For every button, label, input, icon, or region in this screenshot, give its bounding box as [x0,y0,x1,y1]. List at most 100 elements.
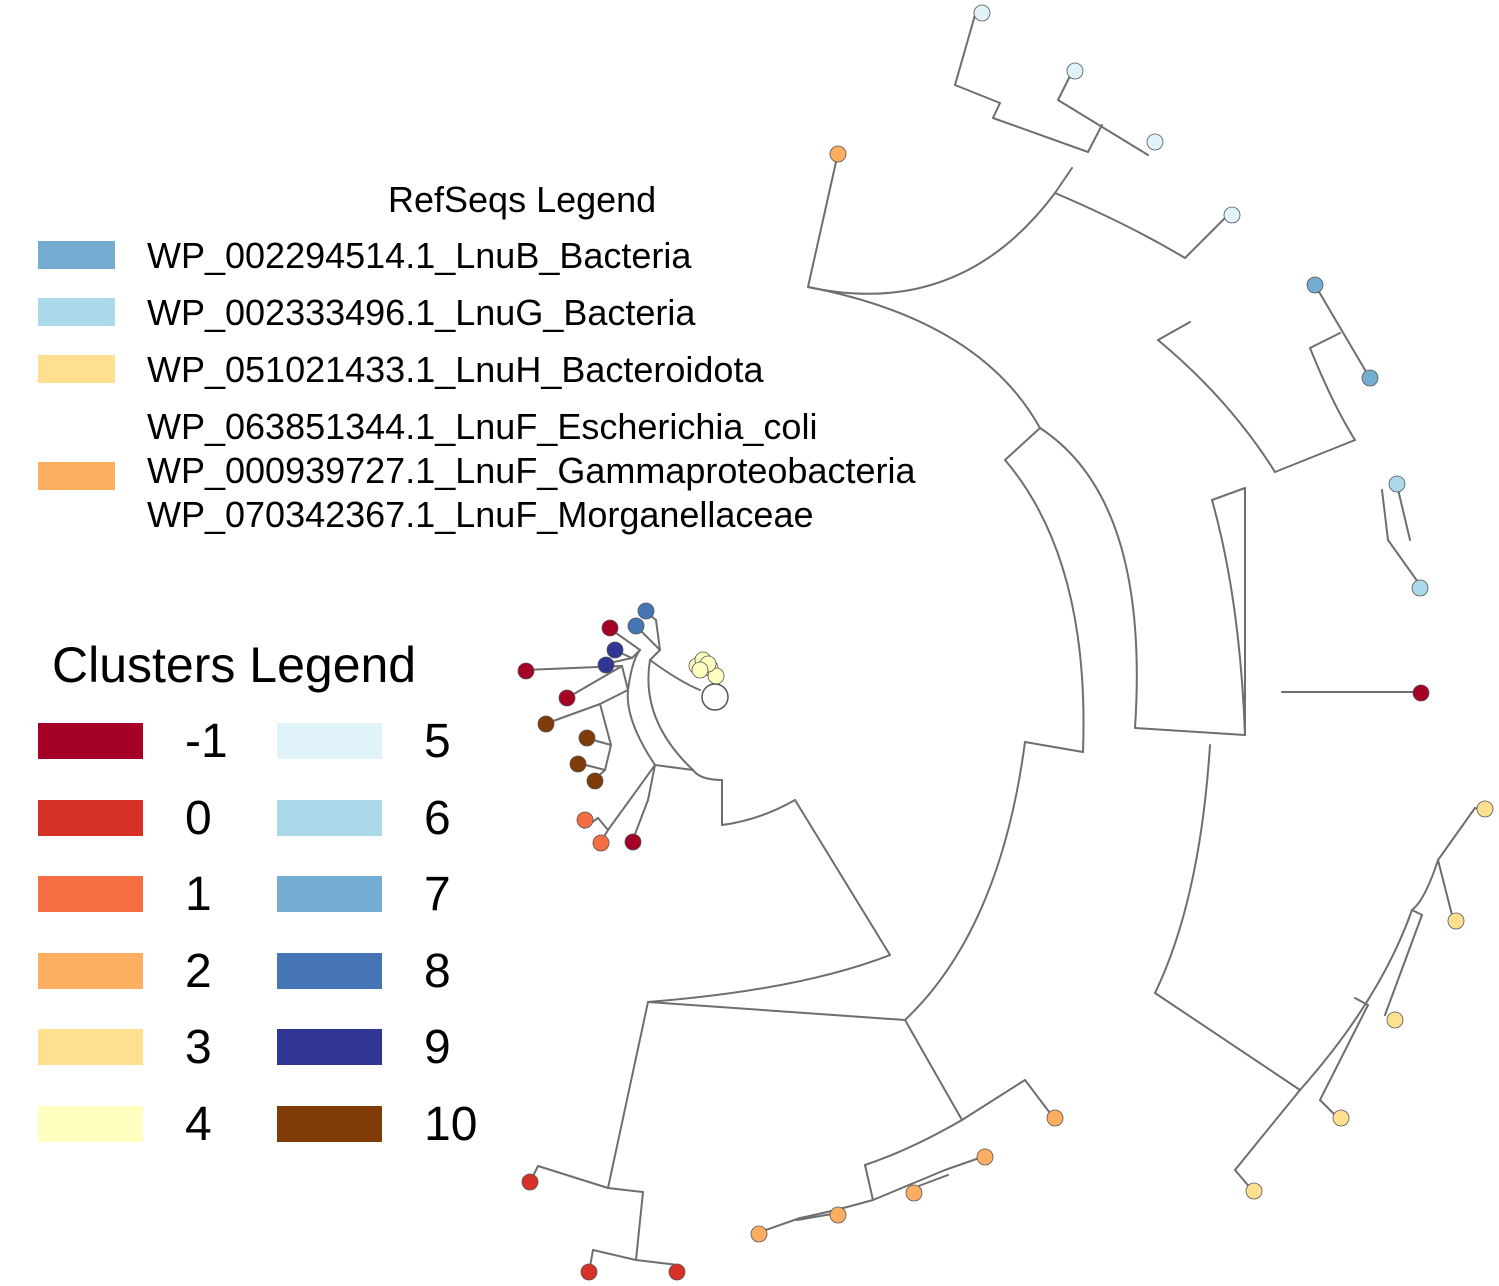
refseq-label-lnuf-ecoli: WP_063851344.1_LnuF_Escherichia_coli [147,406,818,447]
cluster-swatch-4 [38,1106,143,1142]
tree-branch [692,769,723,781]
refseq-label-lnuh: WP_051021433.1_LnuH_Bacteroidota [147,349,764,390]
tree-branch [1319,1004,1369,1101]
tree-branch [635,1191,644,1261]
cluster-swatch-1 [38,876,143,912]
tree-branch [1211,487,1246,501]
tree-tip-cluster-10 [578,729,596,747]
tree-tip-cluster-9 [597,656,615,674]
tree-branch [954,14,976,86]
tree-branch [544,703,601,725]
tree-tip-cluster-1 [576,811,594,829]
tree-branch [607,764,656,831]
tree-tip-cluster-0 [521,1173,539,1191]
tree-branch [904,1019,963,1121]
cluster-swatch-10 [277,1106,382,1142]
tree-branch [604,744,612,771]
tree-branch [566,665,623,699]
refseq-label-lnuf-gamma: WP_000939727.1_LnuF_Gammaproteobacteria [147,450,916,491]
tree-tip-cluster-neg1 [517,662,535,680]
cluster-swatch-2 [38,953,143,989]
tree-branch [1299,909,1413,1091]
tree-branch [1384,914,1423,1016]
tree-tip-cluster-2 [829,145,847,163]
cluster-swatch-0 [38,800,143,836]
tree-branch [1157,339,1276,473]
tree-tip-cluster-3 [1447,912,1465,930]
tree-branch [807,152,839,288]
cluster-label-3: 3 [185,1021,212,1074]
tree-branch [1024,741,1084,753]
tree-branch [1437,859,1453,916]
tree-branch [635,1259,679,1266]
tree-branch [1024,1079,1054,1118]
tree-tip-cluster-8 [637,602,655,620]
tree-branch [631,649,641,659]
tree-branch [1087,124,1103,153]
tree-branch [1387,539,1421,586]
tree-tip-cluster-10 [569,755,587,773]
tree-tip-cluster-3 [1332,1109,1350,1127]
tree-branch [649,649,661,661]
tree-branch [655,619,661,651]
tree-branch [1211,499,1246,736]
clusters-legend-title: Clusters Legend [52,637,417,693]
tree-branch [647,764,656,801]
cluster-label-10: 10 [424,1098,478,1151]
cluster-label-7: 7 [424,868,451,921]
tree-tip-cluster-8 [627,617,645,635]
tree-tip-cluster-5 [973,4,991,22]
tree-branch [647,659,694,771]
tree-branch [654,764,694,771]
tree-branch [592,1249,637,1261]
cluster-label-neg1: -1 [185,715,228,768]
tree-branch [626,689,656,766]
tree-branch [1309,347,1356,441]
cluster-label-8: 8 [424,945,451,998]
cluster-swatch-3 [38,1029,143,1065]
tree-tip-cluster-6 [1388,475,1406,493]
tree-root-node [701,683,729,711]
tree-branch [1411,909,1423,916]
tree-tips [517,4,1494,1281]
tree-tip-cluster-2 [905,1184,923,1202]
tree-branch [597,817,609,831]
tree-tip-cluster-2 [829,1206,847,1224]
tree-branch [1039,427,1138,729]
tree-branch [1309,332,1341,349]
tree-branch [1157,321,1191,341]
tree-branch [872,1169,946,1201]
tree-branch [1234,1089,1301,1171]
tree-branch [1004,459,1085,753]
tree-branch [599,703,612,746]
cluster-label-9: 9 [424,1021,451,1074]
tree-branch [864,1119,963,1166]
refseq-swatch-lnub [38,241,115,269]
tree-tip-cluster-10 [537,715,555,733]
tree-branch [1004,427,1041,461]
tree-branches [524,14,1486,1273]
tree-branch [1381,489,1389,541]
tree-branch [954,84,1001,104]
tree-branch [1354,997,1369,1006]
tree-tip-cluster-7 [1306,276,1324,294]
cluster-label-5: 5 [424,715,451,768]
tree-tip-cluster-9 [606,641,624,659]
tree-branch [607,1187,644,1193]
refseq-label-lnub: WP_002294514.1_LnuB_Bacteria [147,235,692,276]
refseq-swatch-lnuf [38,462,115,490]
tree-tip-cluster-2 [1046,1109,1064,1127]
refseq-label-lnuf-morg: WP_070342367.1_LnuF_Morganellaceae [147,494,814,535]
cluster-swatch-8 [277,953,382,989]
tree-branch [759,1217,801,1233]
tree-branch [621,665,629,691]
cluster-label-4: 4 [185,1098,212,1151]
tree-tip-cluster-2 [750,1225,768,1243]
cluster-swatch-neg1 [38,723,143,759]
tree-branch [1054,167,1073,194]
tree-tip-cluster-4 [691,661,709,679]
tree-branch [1437,807,1476,861]
tree-branch [904,741,1026,1021]
tree-branch [1314,284,1369,376]
